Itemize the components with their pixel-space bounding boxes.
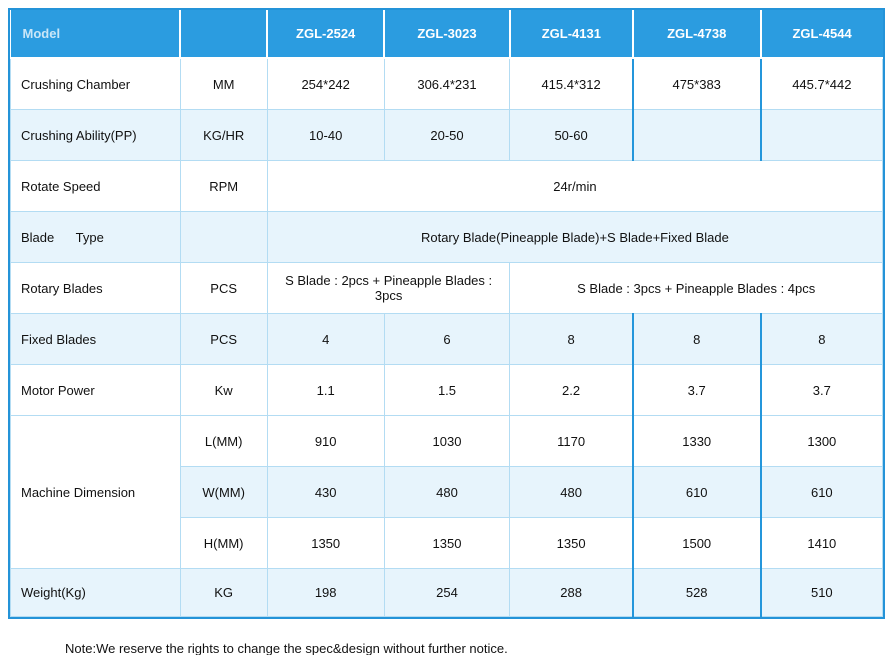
value-cell: 1330 bbox=[631, 415, 762, 467]
value-cell: 1350 bbox=[266, 517, 385, 569]
merged-value-cell: Rotary Blade(Pineapple Blade)+S Blade+Fi… bbox=[266, 211, 884, 263]
unit-cell: W(MM) bbox=[179, 466, 268, 518]
value-cell: 475*383 bbox=[631, 57, 762, 110]
value-cell: 480 bbox=[383, 466, 511, 518]
unit-cell: MM bbox=[179, 57, 268, 110]
unit-cell: KG/HR bbox=[179, 109, 268, 161]
value-cell: 415.4*312 bbox=[509, 57, 634, 110]
value-cell: 1.5 bbox=[383, 364, 511, 416]
col-header-zgl-3023: ZGL-3023 bbox=[383, 10, 510, 59]
row-weight: Weight(Kg) KG 198 254 288 528 510 bbox=[10, 568, 883, 617]
unit-cell bbox=[179, 211, 268, 263]
value-cell: 2.2 bbox=[509, 364, 634, 416]
unit-cell: H(MM) bbox=[179, 517, 268, 569]
value-cell: 306.4*231 bbox=[383, 57, 511, 110]
row-crushing-ability: Crushing Ability(PP) KG/HR 10-40 20-50 5… bbox=[10, 109, 883, 161]
value-cell: 1350 bbox=[383, 517, 511, 569]
spec-table: Model ZGL-2524 ZGL-3023 ZGL-4131 ZGL-473… bbox=[10, 10, 884, 617]
value-cell: 10-40 bbox=[266, 109, 385, 161]
value-cell: 445.7*442 bbox=[759, 57, 883, 110]
row-label-crushing-ability: Crushing Ability(PP) bbox=[10, 109, 181, 161]
row-label-rotary-blades: Rotary Blades bbox=[10, 262, 181, 314]
row-label-weight: Weight(Kg) bbox=[10, 568, 181, 617]
header-unit bbox=[179, 10, 268, 59]
value-cell: 288 bbox=[509, 568, 634, 617]
row-blade-type: Blade Type Rotary Blade(Pineapple Blade)… bbox=[10, 211, 884, 263]
row-fixed-blades: Fixed Blades PCS 4 6 8 8 8 bbox=[10, 313, 883, 365]
row-dimension-h: H(MM) 1350 1350 1350 1500 1410 bbox=[11, 517, 883, 569]
unit-cell: KG bbox=[179, 568, 268, 617]
value-cell: 1170 bbox=[509, 415, 634, 467]
value-cell: 20-50 bbox=[383, 109, 511, 161]
col-header-zgl-4544: ZGL-4544 bbox=[759, 10, 883, 59]
value-cell: 4 bbox=[266, 313, 385, 365]
unit-cell: Kw bbox=[179, 364, 268, 416]
merged-value-cell: S Blade : 3pcs + Pineapple Blades : 4pcs bbox=[509, 262, 883, 314]
row-label-blade-type: Blade Type bbox=[10, 211, 181, 263]
value-cell: 1350 bbox=[509, 517, 634, 569]
row-label-fixed-blades: Fixed Blades bbox=[10, 313, 181, 365]
value-cell: 528 bbox=[631, 568, 762, 617]
value-cell: 254 bbox=[383, 568, 511, 617]
unit-cell: RPM bbox=[179, 160, 268, 212]
col-header-zgl-4738: ZGL-4738 bbox=[631, 10, 761, 59]
value-cell: 1.1 bbox=[266, 364, 385, 416]
row-label-motor-power: Motor Power bbox=[10, 364, 181, 416]
value-cell: 6 bbox=[383, 313, 511, 365]
value-cell: 198 bbox=[266, 568, 385, 617]
row-crushing-chamber: Crushing Chamber MM 254*242 306.4*231 41… bbox=[10, 57, 883, 110]
value-cell: 1410 bbox=[759, 517, 883, 569]
value-cell: 8 bbox=[759, 313, 883, 365]
disclaimer-note: Note:We reserve the rights to change the… bbox=[65, 641, 508, 655]
value-cell: 910 bbox=[266, 415, 385, 467]
value-cell: 3.7 bbox=[759, 364, 883, 416]
value-cell: 510 bbox=[759, 568, 883, 617]
row-motor-power: Motor Power Kw 1.1 1.5 2.2 3.7 3.7 bbox=[10, 364, 883, 416]
spec-table-container: Model ZGL-2524 ZGL-3023 ZGL-4131 ZGL-473… bbox=[8, 8, 885, 619]
unit-cell: PCS bbox=[179, 313, 268, 365]
value-cell: 254*242 bbox=[266, 57, 385, 110]
value-cell: 480 bbox=[509, 466, 634, 518]
value-cell bbox=[759, 109, 883, 161]
value-cell: 610 bbox=[759, 466, 883, 518]
unit-cell: PCS bbox=[179, 262, 268, 314]
row-rotary-blades: Rotary Blades PCS S Blade : 2pcs + Pinea… bbox=[10, 262, 883, 314]
value-cell: 430 bbox=[266, 466, 385, 518]
row-dimension-l: Machine Dimension L(MM) 910 1030 1170 13… bbox=[10, 415, 883, 569]
value-cell: 3.7 bbox=[631, 364, 762, 416]
merged-value-cell: 24r/min bbox=[266, 160, 884, 212]
unit-cell: L(MM) bbox=[179, 415, 268, 467]
value-cell bbox=[631, 109, 762, 161]
value-cell: 1030 bbox=[383, 415, 511, 467]
row-dimension-w: W(MM) 430 480 480 610 610 bbox=[11, 466, 883, 518]
row-rotate-speed: Rotate Speed RPM 24r/min bbox=[10, 160, 884, 212]
header-model: Model bbox=[10, 10, 181, 59]
value-cell: 610 bbox=[631, 466, 762, 518]
value-cell: 50-60 bbox=[509, 109, 634, 161]
value-cell: 1500 bbox=[631, 517, 762, 569]
header-row: Model ZGL-2524 ZGL-3023 ZGL-4131 ZGL-473… bbox=[10, 10, 883, 59]
value-cell: 8 bbox=[631, 313, 762, 365]
col-header-zgl-4131: ZGL-4131 bbox=[508, 10, 633, 59]
value-cell: 1300 bbox=[759, 415, 883, 467]
value-cell: 8 bbox=[509, 313, 634, 365]
row-label-rotate-speed: Rotate Speed bbox=[10, 160, 181, 212]
col-header-zgl-2524: ZGL-2524 bbox=[266, 10, 385, 59]
row-label-machine-dimension: Machine Dimension bbox=[10, 415, 181, 569]
row-label-crushing-chamber: Crushing Chamber bbox=[10, 57, 181, 110]
merged-value-cell: S Blade : 2pcs + Pineapple Blades : 3pcs bbox=[266, 262, 511, 314]
